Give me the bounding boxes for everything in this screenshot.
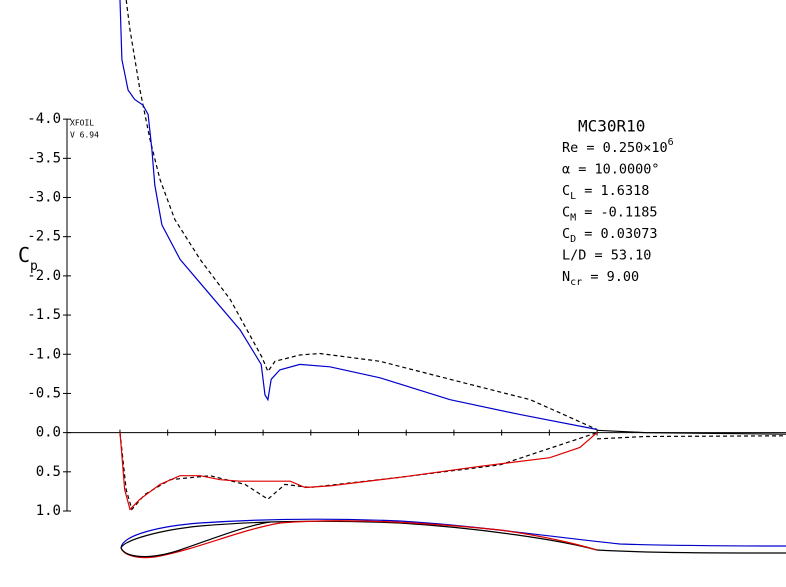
y-tick-label: -3.5 <box>27 150 61 166</box>
annotation-sup: 6 <box>668 137 674 148</box>
airfoil-lower <box>120 520 598 559</box>
annotation: CD = 0.03073 <box>562 226 657 245</box>
annotation-text: = 10.0000° <box>570 162 659 178</box>
annotation-text: = 0.250×10 <box>578 140 667 156</box>
annotation-sub: D <box>570 234 576 245</box>
annotation: CM = -0.1185 <box>562 205 657 224</box>
airfoil-bl-upper <box>120 518 786 549</box>
annotation: Re = 0.250×106 <box>562 137 674 156</box>
annotation-text: = 53.10 <box>586 248 651 264</box>
y-tick-label: 0.0 <box>36 425 61 441</box>
y-tick-label: -4.0 <box>27 111 61 127</box>
cp-line <box>119 432 598 511</box>
y-tick-label: -3.0 <box>27 190 61 206</box>
y-tick-label: -0.5 <box>27 385 61 401</box>
annotation-symbol: L/D <box>562 248 586 264</box>
y-tick-label: -1.0 <box>27 346 61 362</box>
annotation-sub: M <box>570 213 576 224</box>
annotation-text: = -0.1185 <box>576 205 657 221</box>
y-axis-label: Cp <box>18 243 38 274</box>
annotation-symbol: Re <box>562 140 578 156</box>
y-axis-symbol: C <box>18 243 30 267</box>
cp-line <box>125 0 598 431</box>
annotation: α = 10.0000° <box>562 162 660 178</box>
y-tick-label: 0.5 <box>36 464 61 480</box>
annotation-sub: L <box>570 191 576 202</box>
annotation-text: = 1.6318 <box>576 183 649 199</box>
version-label: V 6.94 <box>70 131 99 140</box>
annotation: Ncr = 9.00 <box>562 269 639 288</box>
annotation: L/D = 53.10 <box>562 248 651 264</box>
airfoil-lower-bl <box>120 521 271 558</box>
annotation-symbol: α <box>562 162 570 178</box>
airfoil-name: MC30R10 <box>578 117 645 136</box>
annotation-text: = 9.00 <box>582 269 639 285</box>
y-axis-sub: p <box>30 259 38 274</box>
annotation-symbol: C <box>562 205 570 221</box>
annotation-symbol: N <box>562 269 570 285</box>
annotation-text: = 0.03073 <box>576 226 657 242</box>
annotation-symbol: C <box>562 183 570 199</box>
annotation-sub: cr <box>570 277 582 288</box>
cp-line <box>119 432 598 511</box>
y-tick-label: -2.0 <box>27 268 61 284</box>
airfoil <box>120 518 786 559</box>
y-tick-label: -1.5 <box>27 307 61 323</box>
cp-line <box>119 0 598 431</box>
cp-line <box>597 429 786 435</box>
wake <box>596 549 786 554</box>
y-tick-label: -2.5 <box>27 229 61 245</box>
program-label: XFOIL <box>70 119 94 128</box>
annotation: CL = 1.6318 <box>562 183 649 202</box>
annotation-symbol: C <box>562 226 570 242</box>
cp-line <box>597 435 786 440</box>
y-tick-label: 1.0 <box>36 503 61 519</box>
